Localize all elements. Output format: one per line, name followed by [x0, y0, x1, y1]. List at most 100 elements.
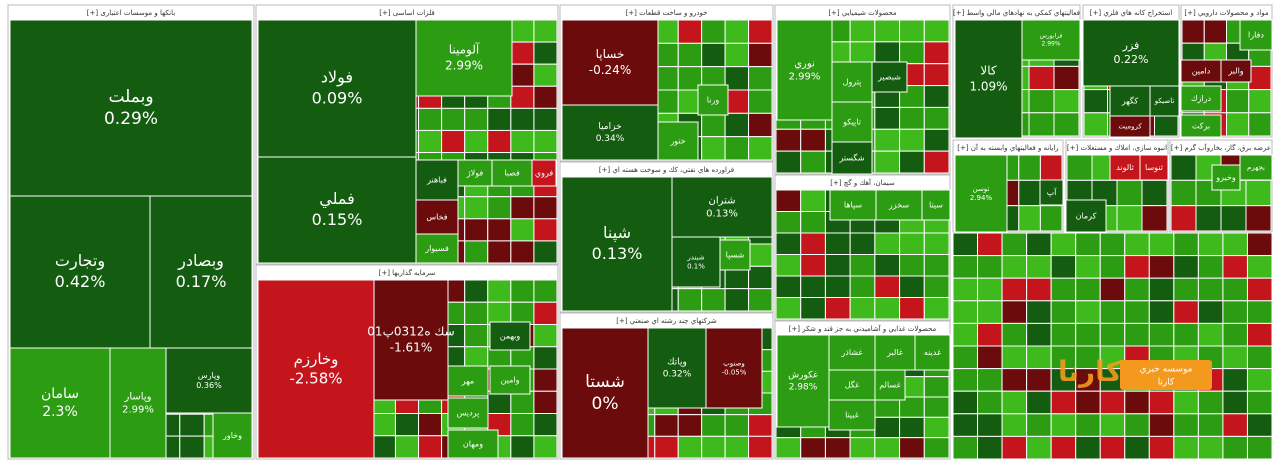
tile	[952, 232, 979, 257]
tile[interactable]	[871, 61, 908, 93]
tile	[952, 300, 979, 324]
sector-title[interactable]: فلزات اساسی [+]	[379, 9, 434, 17]
sector-title[interactable]: محصولات شيميايي [+]	[828, 9, 897, 17]
tile[interactable]	[9, 347, 111, 459]
tile[interactable]	[647, 327, 707, 409]
tile[interactable]	[1109, 85, 1151, 117]
tile[interactable]	[1021, 19, 1081, 61]
tile	[677, 19, 703, 44]
tile[interactable]	[1139, 154, 1169, 181]
tile	[1075, 300, 1101, 324]
tile	[1099, 277, 1126, 302]
sector-title[interactable]: بانکها و موسسات اعتباری [+]	[87, 9, 175, 17]
tile[interactable]	[831, 101, 873, 143]
tile	[1170, 179, 1197, 207]
sector-title[interactable]: استخراج كانه هاي فلزي [+]	[1090, 9, 1173, 17]
sector-title[interactable]: انبوه سازي، املاك و مستغلات [+]	[1067, 144, 1167, 152]
sector-title[interactable]: مواد و محصولات دارويي [+]	[1184, 9, 1268, 17]
sector-title[interactable]: رايانه و فعاليتهاي وابسته به آن [+]	[957, 143, 1058, 152]
tile[interactable]	[705, 327, 763, 409]
sector-title[interactable]: شركتهاي چند رشته اي صنعتي [+]	[616, 317, 717, 325]
tile[interactable]	[561, 176, 673, 312]
tile[interactable]	[1180, 85, 1222, 112]
tile[interactable]	[491, 159, 533, 187]
tile[interactable]	[776, 19, 833, 121]
tile[interactable]	[829, 189, 877, 221]
tile[interactable]	[914, 334, 951, 371]
tile[interactable]	[657, 121, 699, 161]
sector-title[interactable]: محصولات غذايي و آشاميدني به جز قند و شكر…	[789, 324, 937, 333]
tile[interactable]	[212, 412, 253, 459]
tile	[1050, 322, 1077, 347]
tile[interactable]	[954, 154, 1008, 233]
tile[interactable]	[719, 239, 751, 271]
tile[interactable]	[954, 19, 1023, 139]
tile[interactable]	[489, 321, 531, 351]
tile[interactable]	[415, 19, 513, 97]
tile	[923, 232, 950, 255]
sector-title[interactable]: فراورده هاي نفتي، كك و سوخت هسته اي [+]	[599, 166, 734, 174]
tile[interactable]	[415, 233, 459, 264]
sector-title[interactable]: سيمان، آهك و گچ [+]	[830, 178, 895, 187]
tile[interactable]	[9, 19, 253, 197]
tile[interactable]	[447, 429, 499, 459]
tile[interactable]	[697, 84, 729, 116]
tile[interactable]	[1239, 19, 1273, 51]
tile	[775, 128, 802, 152]
tile	[1124, 413, 1150, 437]
sector-title[interactable]: عرضه برق، گاز، بخاروآب گرم [+]	[1171, 143, 1271, 152]
tile[interactable]	[1109, 154, 1141, 181]
tile-name: خزاميا	[598, 122, 621, 132]
tile[interactable]	[831, 141, 873, 175]
tile[interactable]	[1039, 179, 1064, 206]
tile[interactable]	[9, 195, 151, 349]
tile	[923, 376, 950, 398]
tile[interactable]	[257, 19, 417, 158]
tile[interactable]	[489, 365, 531, 395]
tile	[824, 254, 851, 277]
tile	[1222, 435, 1248, 460]
tile[interactable]	[561, 19, 659, 106]
tile[interactable]	[1109, 115, 1151, 138]
tile-change: 0.36%	[196, 381, 222, 390]
tile-name: والبر	[1227, 67, 1243, 76]
tile[interactable]	[1149, 85, 1180, 117]
tile[interactable]	[776, 334, 830, 428]
tile	[748, 414, 773, 437]
tile[interactable]	[874, 369, 906, 401]
tile[interactable]	[1180, 114, 1222, 138]
tile[interactable]	[828, 399, 876, 431]
sector-title[interactable]: خودرو و ساخت قطعات [+]	[626, 9, 708, 17]
tile-name: وخيرو	[1215, 173, 1236, 182]
tile[interactable]	[165, 347, 253, 414]
tile[interactable]	[1065, 199, 1107, 233]
tile[interactable]	[373, 279, 449, 401]
tile	[1148, 390, 1175, 415]
tile[interactable]	[1082, 19, 1180, 87]
tile[interactable]	[149, 195, 253, 349]
tile	[775, 150, 802, 174]
tile[interactable]	[561, 327, 649, 459]
tile[interactable]	[447, 397, 489, 429]
tile[interactable]	[447, 365, 489, 397]
tile[interactable]	[109, 347, 167, 459]
tile[interactable]	[257, 279, 375, 459]
tile[interactable]	[531, 159, 557, 187]
tile-change: 2.94%	[970, 194, 993, 202]
tile[interactable]	[457, 159, 493, 187]
tile[interactable]	[921, 189, 951, 221]
sector-title[interactable]: فعاليتهاي كمكي به نهادهاي مالي واسط [+]	[953, 9, 1080, 17]
tile	[748, 288, 773, 312]
tile[interactable]	[671, 176, 773, 238]
tile[interactable]	[561, 104, 659, 161]
tile[interactable]	[1211, 164, 1241, 191]
sector-title[interactable]: سرمايه گذاريها [+]	[379, 268, 436, 277]
tile-change: 0.09%	[312, 88, 363, 107]
tile[interactable]	[415, 199, 459, 235]
tile[interactable]	[1220, 59, 1252, 83]
tile[interactable]	[1239, 154, 1273, 181]
tile-name: فرابورس	[1040, 33, 1063, 40]
tile[interactable]	[875, 189, 923, 221]
tile-name: سخزر	[888, 201, 909, 210]
tile[interactable]	[257, 156, 417, 264]
